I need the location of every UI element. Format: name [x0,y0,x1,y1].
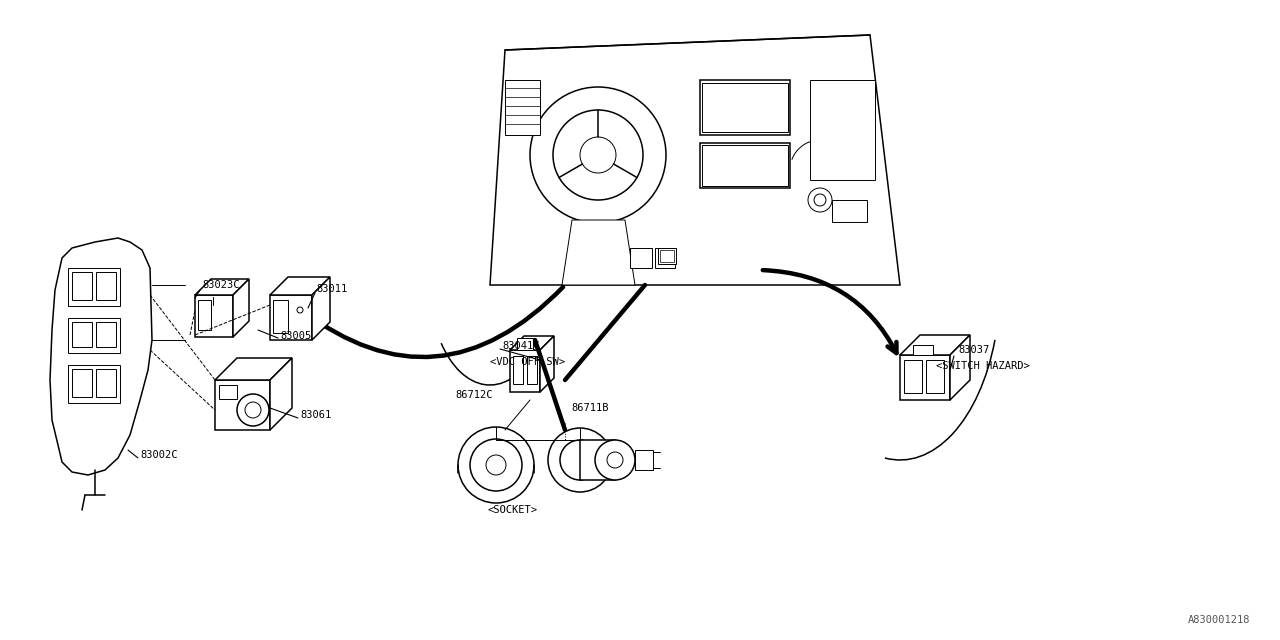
Circle shape [580,137,616,173]
Bar [198,300,211,330]
Circle shape [808,188,832,212]
Bar [701,83,788,132]
Text: A830001218: A830001218 [1188,615,1251,625]
Text: 86711B: 86711B [571,403,608,413]
Bar [630,248,652,268]
Bar [96,272,116,300]
Bar [96,369,116,397]
FancyArrowPatch shape [301,287,563,357]
Bar [72,369,92,397]
Bar [68,365,120,403]
Bar [660,250,675,262]
Bar [72,322,92,347]
Polygon shape [195,279,250,295]
Text: 83005: 83005 [280,331,311,341]
FancyArrowPatch shape [763,270,896,353]
Circle shape [595,440,635,480]
Bar [904,360,922,393]
Circle shape [814,194,826,206]
Text: 83002C: 83002C [140,450,178,460]
Polygon shape [270,277,330,295]
Text: <VDC OFF SW>: <VDC OFF SW> [490,357,564,367]
Bar [68,318,120,353]
Bar [72,272,92,300]
Bar [273,300,288,333]
Polygon shape [270,358,292,430]
Text: 83061: 83061 [300,410,332,420]
Circle shape [530,87,666,223]
Circle shape [297,307,303,313]
Polygon shape [195,295,233,337]
Polygon shape [215,358,292,380]
Bar [700,80,790,135]
Bar [701,145,788,186]
Polygon shape [312,277,330,340]
Polygon shape [215,380,270,430]
Bar [832,200,867,222]
Circle shape [486,455,506,475]
Bar [700,143,790,188]
Circle shape [237,394,269,426]
Polygon shape [950,335,970,400]
Bar [925,360,945,393]
Bar [513,356,524,384]
Circle shape [561,440,600,480]
Polygon shape [900,335,970,355]
Text: 83037: 83037 [957,345,989,355]
Circle shape [458,427,534,503]
Polygon shape [509,336,554,350]
Bar [506,80,540,135]
Bar [913,345,933,355]
Text: <SWITCH HAZARD>: <SWITCH HAZARD> [936,361,1029,371]
Circle shape [607,452,623,468]
Text: 83011: 83011 [316,284,347,294]
Polygon shape [509,350,540,392]
Bar [655,248,675,268]
Text: <SOCKET>: <SOCKET> [486,505,538,515]
Bar [68,268,120,306]
Bar [810,80,876,180]
Bar [96,322,116,347]
Polygon shape [50,238,152,475]
Polygon shape [562,220,635,285]
Text: 83041C: 83041C [502,341,539,351]
Bar [635,450,653,470]
Text: 83023C: 83023C [202,280,239,290]
Bar [658,248,676,264]
Polygon shape [900,355,950,400]
Polygon shape [233,279,250,337]
Bar [517,338,532,350]
Bar [580,440,614,480]
Bar [219,385,237,399]
Text: 86712C: 86712C [454,390,493,400]
Circle shape [470,439,522,491]
Bar [527,356,538,384]
Circle shape [548,428,612,492]
Polygon shape [270,295,312,340]
Polygon shape [490,35,900,285]
Circle shape [244,402,261,418]
Circle shape [553,110,643,200]
Polygon shape [540,336,554,392]
